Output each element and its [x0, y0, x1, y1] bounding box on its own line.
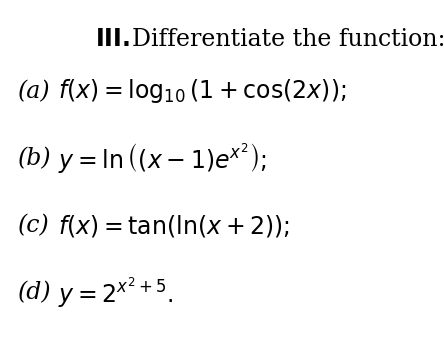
Text: $\bf{III.}$: $\bf{III.}$ — [95, 28, 130, 51]
Text: Differentiate the function:: Differentiate the function: — [132, 28, 444, 51]
Text: $y = \ln\left((x-1)e^{x^2}\right);$: $y = \ln\left((x-1)e^{x^2}\right);$ — [58, 141, 267, 176]
Text: (b): (b) — [18, 147, 51, 170]
Text: $f(x) = \tan(\ln(x+2));$: $f(x) = \tan(\ln(x+2));$ — [58, 213, 290, 239]
Text: $f(x) = \log_{10}(1 + \cos(2x));$: $f(x) = \log_{10}(1 + \cos(2x));$ — [58, 77, 346, 106]
Text: (a): (a) — [18, 80, 50, 103]
Text: $y = 2^{x^2+5}.$: $y = 2^{x^2+5}.$ — [58, 276, 174, 310]
Text: (c): (c) — [18, 214, 49, 237]
Text: (d): (d) — [18, 281, 51, 304]
